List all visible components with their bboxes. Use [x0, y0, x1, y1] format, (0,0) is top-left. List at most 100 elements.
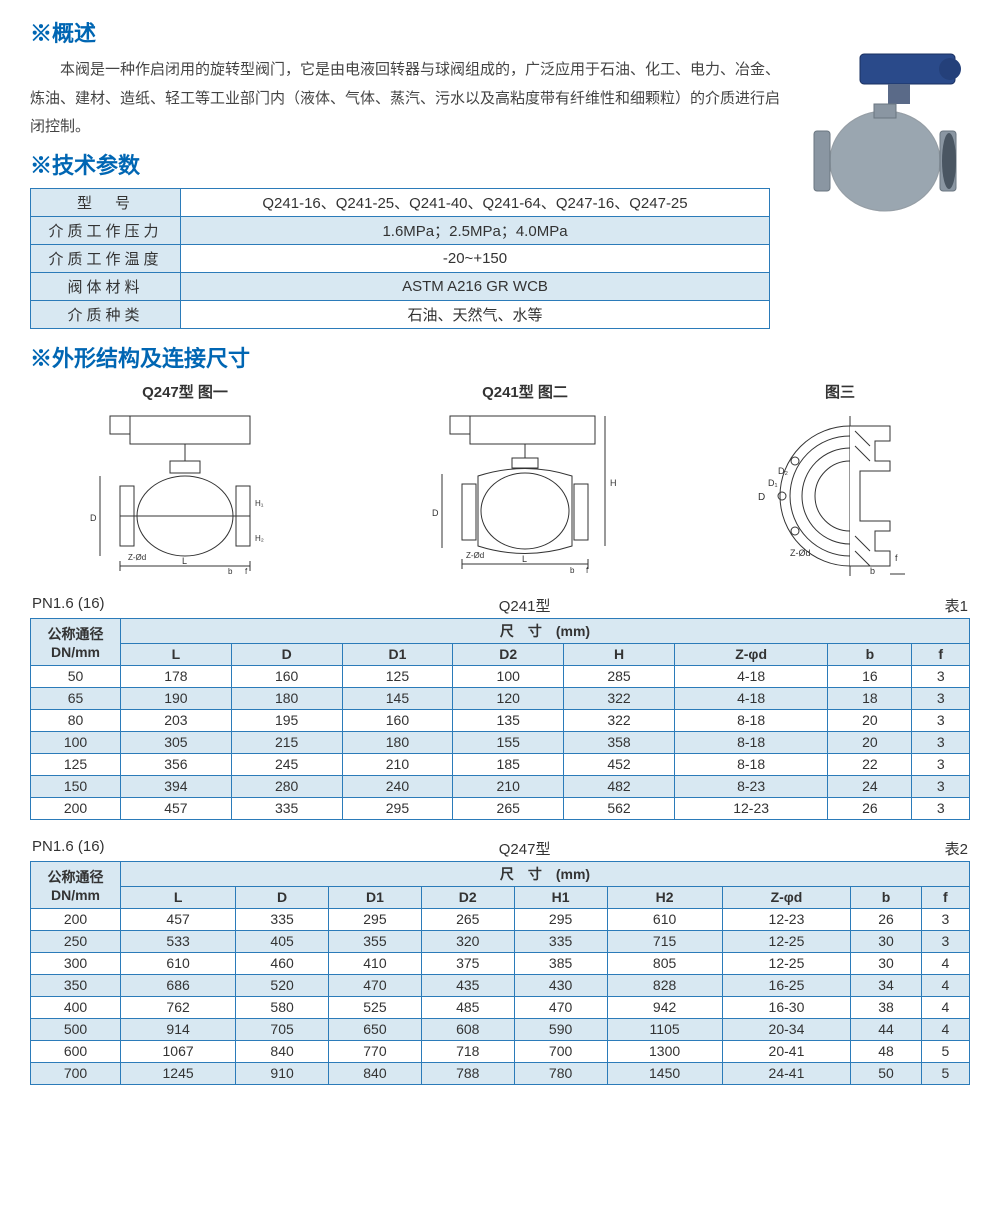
- cell: 520: [236, 974, 329, 996]
- cell: 1245: [121, 1062, 236, 1084]
- svg-text:H₁: H₁: [255, 499, 264, 508]
- col-dn-header: 公称通径DN/mm: [31, 861, 121, 908]
- col-header: L: [121, 643, 232, 665]
- table-row: 20045733529526556212-23263: [31, 797, 970, 819]
- col-header: Z-φd: [674, 643, 827, 665]
- overview-body: 本阀是一种作启闭用的旋转型阀门，它是由电液回转器与球阀组成的，广泛应用于石油、化…: [30, 56, 780, 142]
- cell: 178: [121, 665, 232, 687]
- dim-header: 尺 寸 (mm): [121, 618, 970, 643]
- cell: 280: [231, 775, 342, 797]
- svg-text:D: D: [758, 492, 765, 503]
- table-row: 20045733529526529561012-23263: [31, 908, 970, 930]
- svg-text:D: D: [432, 508, 439, 518]
- table-row: 500914705650608590110520-34444: [31, 1018, 970, 1040]
- svg-text:f: f: [586, 566, 589, 575]
- col-header: H: [564, 643, 675, 665]
- cell: 160: [231, 665, 342, 687]
- cell: 305: [121, 731, 232, 753]
- table1-mid: Q241型: [105, 595, 945, 616]
- cell: 34: [851, 974, 922, 996]
- dims-title: ※外形结构及连接尺寸: [30, 341, 970, 373]
- cell: 335: [514, 930, 607, 952]
- cell: 12-23: [722, 908, 851, 930]
- cell: 16-30: [722, 996, 851, 1018]
- cell: 240: [342, 775, 453, 797]
- cell: 180: [342, 731, 453, 753]
- dim-header: 尺 寸 (mm): [121, 861, 970, 886]
- cell: 525: [329, 996, 422, 1018]
- col-dn-header: 公称通径DN/mm: [31, 618, 121, 665]
- svg-text:L: L: [522, 554, 527, 564]
- cell: 5: [921, 1062, 969, 1084]
- cell: 610: [121, 952, 236, 974]
- cell: 125: [342, 665, 453, 687]
- cell: 1450: [607, 1062, 722, 1084]
- dim-table-2: 公称通径DN/mm尺 寸 (mm)LDD1D2H1H2Z-φdbf 200457…: [30, 861, 970, 1085]
- cell: 265: [453, 797, 564, 819]
- cell: 1300: [607, 1040, 722, 1062]
- diagram1-caption: Q247型 图一: [60, 381, 310, 402]
- col-header: Z-φd: [722, 886, 851, 908]
- diagram2: L D Z-Ød H b f: [400, 406, 650, 576]
- cell: 185: [453, 753, 564, 775]
- cell: 30: [851, 952, 922, 974]
- svg-text:b: b: [870, 566, 875, 576]
- spec-label: 介质工作温度: [31, 244, 181, 272]
- cell: 190: [121, 687, 232, 709]
- cell: 180: [231, 687, 342, 709]
- cell: 18: [828, 687, 912, 709]
- cell: 1105: [607, 1018, 722, 1040]
- table-row: 1503942802402104828-23243: [31, 775, 970, 797]
- cell: 20: [828, 709, 912, 731]
- svg-text:b: b: [570, 566, 575, 575]
- product-photo: [800, 46, 970, 236]
- cell: 24-41: [722, 1062, 851, 1084]
- cell: 718: [421, 1040, 514, 1062]
- cell: 210: [453, 775, 564, 797]
- cell: 3: [921, 930, 969, 952]
- cell: 435: [421, 974, 514, 996]
- diagrams-row: Q247型 图一 L D Z-Ød H₁ H₂: [30, 381, 970, 581]
- cell: 48: [851, 1040, 922, 1062]
- cell: 650: [329, 1018, 422, 1040]
- cell: 430: [514, 974, 607, 996]
- svg-text:f: f: [245, 567, 248, 576]
- cell: 762: [121, 996, 236, 1018]
- table-row: 802031951601353228-18203: [31, 709, 970, 731]
- cell: 470: [514, 996, 607, 1018]
- cell: 22: [828, 753, 912, 775]
- cell: 460: [236, 952, 329, 974]
- spec-label: 阀体材料: [31, 272, 181, 300]
- cell: 210: [342, 753, 453, 775]
- table-row: 1253562452101854528-18223: [31, 753, 970, 775]
- table2-right: 表2: [945, 838, 968, 859]
- cell: 840: [329, 1062, 422, 1084]
- cell: 470: [329, 974, 422, 996]
- cell: 4-18: [674, 665, 827, 687]
- cell: 16-25: [722, 974, 851, 996]
- cell: 914: [121, 1018, 236, 1040]
- cell: 910: [236, 1062, 329, 1084]
- cell: 12-25: [722, 930, 851, 952]
- cell: 400: [31, 996, 121, 1018]
- cell: 200: [31, 908, 121, 930]
- table2-mid: Q247型: [105, 838, 945, 859]
- cell: 358: [564, 731, 675, 753]
- svg-text:H₂: H₂: [255, 534, 264, 543]
- cell: 3: [912, 731, 970, 753]
- cell: 457: [121, 908, 236, 930]
- cell: 285: [564, 665, 675, 687]
- cell: 50: [851, 1062, 922, 1084]
- cell: 335: [231, 797, 342, 819]
- cell: 320: [421, 930, 514, 952]
- cell: 788: [421, 1062, 514, 1084]
- cell: 245: [231, 753, 342, 775]
- cell: 295: [514, 908, 607, 930]
- svg-text:b: b: [228, 567, 233, 576]
- table2-left: PN1.6 (16): [32, 838, 105, 859]
- cell: 100: [31, 731, 121, 753]
- diagram3: D D₁ D₂ Z-Ød f b: [740, 406, 940, 576]
- cell: 300: [31, 952, 121, 974]
- cell: 805: [607, 952, 722, 974]
- cell: 590: [514, 1018, 607, 1040]
